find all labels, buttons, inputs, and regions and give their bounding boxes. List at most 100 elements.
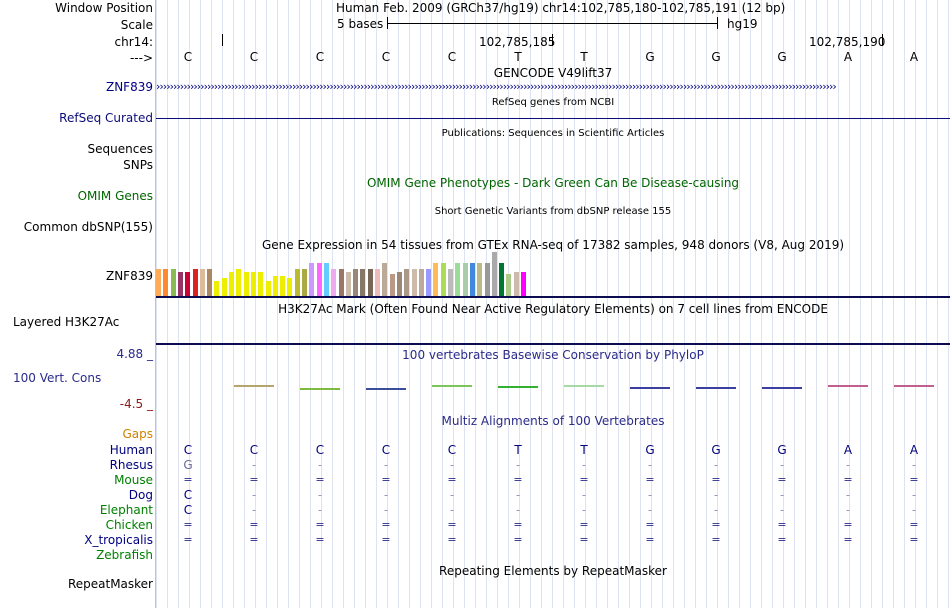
alignment-base: - <box>845 458 851 472</box>
base-letter: C <box>315 50 325 64</box>
gtex-tissue-bar[interactable] <box>177 272 183 296</box>
guide-line <box>662 0 663 608</box>
gtex-tissue-bar[interactable] <box>477 263 483 296</box>
gtex-tissue-bar[interactable] <box>309 263 315 296</box>
dbsnp-label[interactable]: Common dbSNP(155) <box>23 220 153 234</box>
gtex-tissue-bar[interactable] <box>462 263 468 296</box>
alignment-base: - <box>317 488 323 502</box>
gtex-tissue-bar[interactable] <box>404 269 410 296</box>
gtex-tissue-bar[interactable] <box>491 252 497 296</box>
gtex-tissue-bar[interactable] <box>433 263 439 296</box>
guide-line <box>409 0 410 608</box>
cons-score-segment <box>894 385 934 388</box>
alignment-base: C <box>381 443 391 457</box>
gtex-tissue-bar[interactable] <box>426 269 432 296</box>
cons-track-title: 100 vertebrates Basewise Conservation by… <box>402 348 704 362</box>
species-label[interactable]: X_tropicalis <box>84 533 153 547</box>
gtex-tissue-bar[interactable] <box>272 276 278 296</box>
snps-label[interactable]: SNPs <box>123 158 153 172</box>
gtex-tissue-bar[interactable] <box>192 269 198 296</box>
alignment-base: = <box>249 473 259 486</box>
gtex-tissue-bar[interactable] <box>221 278 227 296</box>
gtex-tissue-bar[interactable] <box>360 269 366 296</box>
gtex-tissue-bar[interactable] <box>469 263 475 296</box>
sequences-label[interactable]: Sequences <box>87 142 153 156</box>
gtex-tissue-bar[interactable] <box>455 263 461 296</box>
base-letter: A <box>843 50 853 64</box>
alignment-base: G <box>645 443 655 457</box>
gtex-tissue-bar[interactable] <box>338 269 344 296</box>
gtex-tissue-bar[interactable] <box>236 269 242 296</box>
gtex-tissue-bar[interactable] <box>411 269 417 296</box>
species-label[interactable]: Elephant <box>99 503 153 517</box>
alignment-base: G <box>711 443 721 457</box>
gtex-tissue-bar[interactable] <box>367 269 373 296</box>
gtex-tissue-bar[interactable] <box>207 269 213 296</box>
alignment-base: C <box>183 443 193 457</box>
gtex-tissue-bar[interactable] <box>375 269 380 296</box>
alignment-base: - <box>515 503 521 517</box>
gtex-tissue-bar[interactable] <box>331 269 337 296</box>
gtex-tissue-bar[interactable] <box>323 263 329 296</box>
gtex-tissue-bar[interactable] <box>170 269 176 296</box>
gtex-tissue-bar[interactable] <box>499 263 505 296</box>
alignment-base: = <box>843 518 853 531</box>
gtex-tissue-bar[interactable] <box>294 269 300 296</box>
cons-min-label: -4.5 _ <box>119 397 153 411</box>
gtex-tissue-bar[interactable] <box>418 269 424 296</box>
gencode-gene-label[interactable]: ZNF839 <box>105 80 153 94</box>
gtex-tissue-bar[interactable] <box>185 272 191 296</box>
gtex-tissue-bar[interactable] <box>163 269 169 296</box>
gtex-tissue-bar[interactable] <box>506 274 512 296</box>
alignment-base: T <box>514 443 522 457</box>
gtex-tissue-bar[interactable] <box>229 272 234 296</box>
cons-signal[interactable] <box>156 356 950 408</box>
cons-score-segment <box>234 384 274 387</box>
guide-line <box>310 0 311 608</box>
browser-image[interactable]: Human Feb. 2009 (GRCh37/hg19) chr14:102,… <box>156 0 950 608</box>
gtex-bar-chart[interactable] <box>156 252 536 296</box>
repeatmasker-label[interactable]: RepeatMasker <box>67 577 153 591</box>
species-label[interactable]: Human <box>109 443 153 457</box>
refseq-label[interactable]: RefSeq Curated <box>59 111 153 125</box>
gtex-tissue-bar[interactable] <box>316 263 322 296</box>
species-label[interactable]: Zebrafish <box>96 548 153 562</box>
gtex-tissue-bar[interactable] <box>521 272 526 296</box>
scale-bar <box>387 23 717 24</box>
gtex-tissue-bar[interactable] <box>265 281 271 296</box>
gtex-tissue-bar[interactable] <box>287 278 293 296</box>
cons-score-segment <box>564 385 604 388</box>
gtex-tissue-bar[interactable] <box>389 274 395 296</box>
gtex-tissue-bar[interactable] <box>302 269 307 296</box>
gtex-tissue-bar[interactable] <box>382 263 388 296</box>
omim-label[interactable]: OMIM Genes <box>77 189 153 203</box>
gtex-tissue-bar[interactable] <box>513 272 519 296</box>
gencode-gene-body[interactable]: ››››››››››››››››››››››››››››››››››››››››… <box>156 82 837 92</box>
species-label[interactable]: Dog <box>128 488 153 502</box>
gtex-tissue-bar[interactable] <box>353 269 359 296</box>
guide-line <box>948 0 949 608</box>
gtex-tissue-bar[interactable] <box>156 269 161 296</box>
species-label[interactable]: Chicken <box>105 518 153 532</box>
gtex-tissue-bar[interactable] <box>345 272 351 296</box>
species-label[interactable]: Rhesus <box>109 458 153 472</box>
refseq-gene-line[interactable] <box>156 118 950 119</box>
gtex-gene-label[interactable]: ZNF839 <box>105 269 153 283</box>
gtex-tissue-bar[interactable] <box>250 272 256 296</box>
species-label[interactable]: Mouse <box>114 473 153 487</box>
gtex-tissue-bar[interactable] <box>243 272 249 296</box>
gtex-tissue-bar[interactable] <box>448 269 453 296</box>
h3k27ac-label[interactable]: Layered H3K27Ac <box>13 315 120 329</box>
gtex-tissue-bar[interactable] <box>199 269 205 296</box>
gtex-tissue-bar[interactable] <box>396 272 402 296</box>
base-letter: T <box>514 50 522 64</box>
guide-line <box>508 0 509 608</box>
gaps-label[interactable]: Gaps <box>122 427 153 441</box>
gtex-tissue-bar[interactable] <box>484 263 490 296</box>
gtex-tissue-bar[interactable] <box>258 272 264 296</box>
guide-line <box>431 0 432 608</box>
cons-track-label[interactable]: 100 Vert. Cons <box>13 371 102 385</box>
gtex-tissue-bar[interactable] <box>214 281 220 296</box>
gtex-tissue-bar[interactable] <box>440 263 446 296</box>
gtex-tissue-bar[interactable] <box>280 276 286 296</box>
